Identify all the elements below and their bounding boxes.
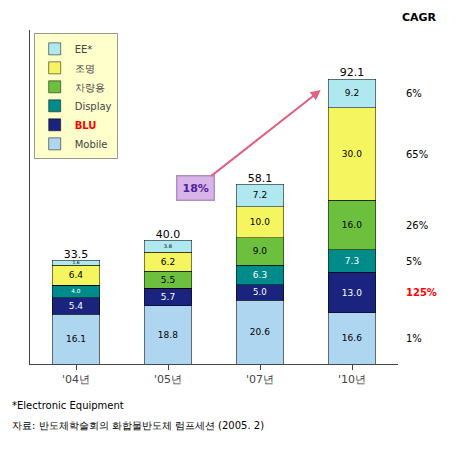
svg-text:'10년: '10년 xyxy=(338,373,366,386)
svg-text:125%: 125% xyxy=(406,287,437,298)
svg-text:'07년: '07년 xyxy=(246,373,274,386)
svg-text:18%: 18% xyxy=(183,182,209,195)
svg-text:7.2: 7.2 xyxy=(253,190,267,200)
svg-text:3.8: 3.8 xyxy=(164,243,172,249)
svg-text:58.1: 58.1 xyxy=(248,172,273,185)
svg-text:7.3: 7.3 xyxy=(345,256,359,266)
svg-text:6%: 6% xyxy=(406,88,422,99)
svg-text:16.0: 16.0 xyxy=(342,220,362,230)
svg-text:40.0: 40.0 xyxy=(156,228,181,241)
svg-text:5.0: 5.0 xyxy=(253,287,267,297)
svg-text:*Electronic Equipment: *Electronic Equipment xyxy=(12,400,124,411)
svg-text:6.4: 6.4 xyxy=(69,270,84,280)
svg-text:Display: Display xyxy=(75,101,112,112)
svg-text:'04년: '04년 xyxy=(62,373,90,386)
svg-text:10.0: 10.0 xyxy=(250,217,270,227)
svg-text:BLU: BLU xyxy=(75,120,97,131)
svg-text:5.7: 5.7 xyxy=(161,292,175,302)
svg-text:92.1: 92.1 xyxy=(340,66,365,79)
svg-text:1.6: 1.6 xyxy=(72,260,79,265)
svg-text:4.0: 4.0 xyxy=(71,288,80,294)
svg-text:30.0: 30.0 xyxy=(342,149,362,159)
svg-text:6.3: 6.3 xyxy=(253,270,267,280)
svg-text:조명: 조명 xyxy=(75,63,95,74)
svg-text:6.2: 6.2 xyxy=(161,257,175,267)
svg-text:18.8: 18.8 xyxy=(158,330,178,340)
svg-text:EE*: EE* xyxy=(75,44,93,55)
svg-text:26%: 26% xyxy=(406,220,428,231)
svg-text:33.5: 33.5 xyxy=(64,248,89,261)
svg-text:5.4: 5.4 xyxy=(69,301,84,311)
svg-text:자료: 반도체학술회의 화합물반도체 럼프세션 (2005.: 자료: 반도체학술회의 화합물반도체 럼프세션 (2005. 2) xyxy=(12,420,264,431)
svg-text:9.2: 9.2 xyxy=(345,88,359,98)
svg-text:16.6: 16.6 xyxy=(342,333,362,343)
svg-text:9.0: 9.0 xyxy=(253,246,268,256)
svg-text:65%: 65% xyxy=(406,149,428,160)
svg-text:16.1: 16.1 xyxy=(66,334,86,344)
svg-text:20.6: 20.6 xyxy=(250,327,270,337)
svg-text:CAGR: CAGR xyxy=(402,11,437,24)
svg-text:Mobile: Mobile xyxy=(75,139,108,150)
svg-text:차량용: 차량용 xyxy=(75,82,105,93)
svg-text:5%: 5% xyxy=(406,256,422,267)
svg-text:1%: 1% xyxy=(406,333,422,344)
svg-text:'05년: '05년 xyxy=(154,373,182,386)
svg-text:13.0: 13.0 xyxy=(342,288,362,298)
svg-text:5.5: 5.5 xyxy=(161,275,175,285)
